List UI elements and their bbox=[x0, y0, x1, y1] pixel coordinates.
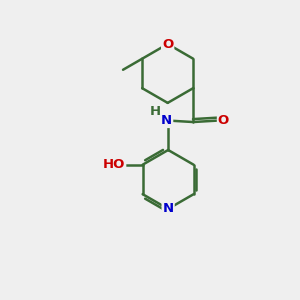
Text: N: N bbox=[161, 114, 172, 127]
Text: O: O bbox=[162, 38, 173, 50]
Text: H: H bbox=[150, 105, 161, 118]
Text: HO: HO bbox=[103, 158, 125, 171]
Text: O: O bbox=[218, 114, 229, 127]
Text: N: N bbox=[163, 202, 174, 215]
